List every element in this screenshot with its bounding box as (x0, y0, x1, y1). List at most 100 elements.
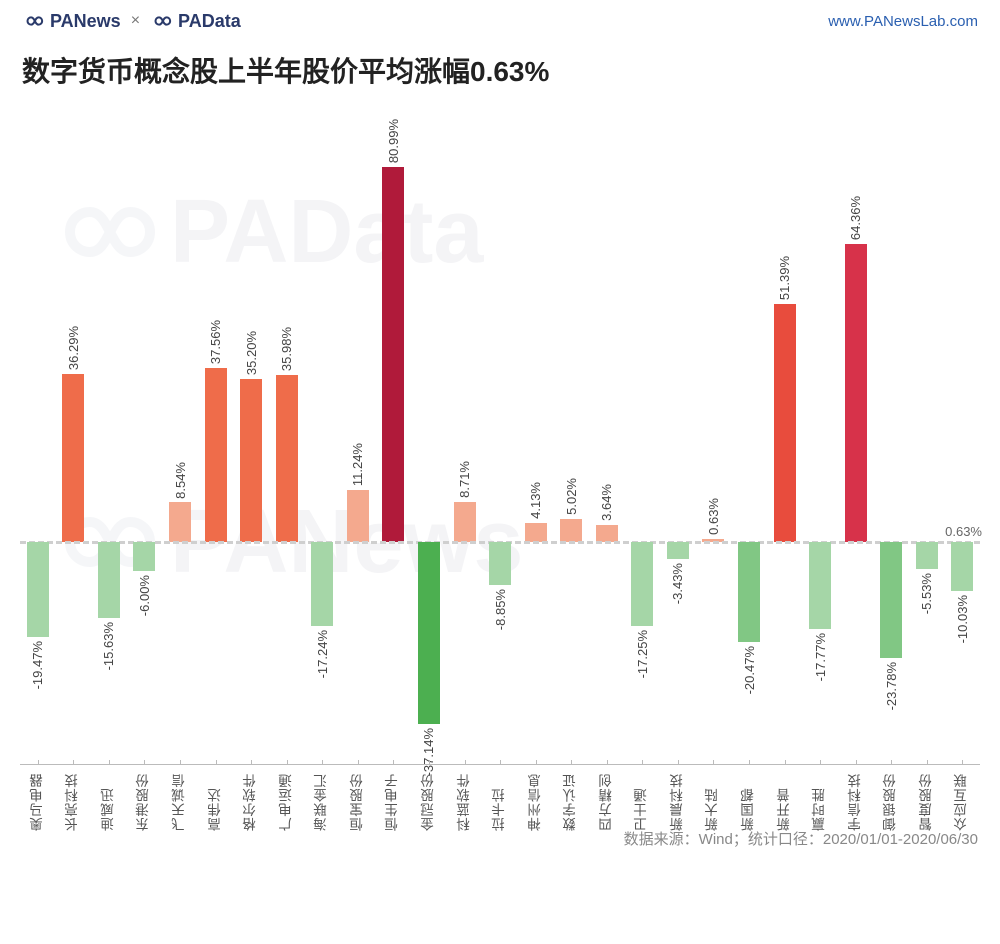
axis-label: 宇信科技 (846, 773, 866, 831)
axis-label: 海联金汇 (312, 773, 332, 831)
axis-label: 四方精创 (597, 773, 617, 831)
bars-negative-region: -19.47%-15.63%-6.00%-17.24%-37.14%-8.85%… (20, 542, 980, 762)
axis-column: 广电运通 (269, 765, 305, 831)
bar-column: 36.29% (56, 374, 92, 542)
bar-column: -23.78% (874, 542, 910, 658)
axis-tick (607, 760, 608, 765)
bar-value-label: 51.39% (777, 256, 792, 300)
bar (631, 542, 653, 626)
axis-column: 海联金汇 (305, 765, 341, 831)
brand-panews-text: PANews (50, 11, 121, 32)
bar-column: 51.39% (767, 304, 803, 542)
bar-value-label: 36.29% (66, 326, 81, 370)
bar (133, 542, 155, 571)
axis-tick (856, 760, 857, 765)
bar (667, 542, 689, 559)
bar-value-label: 80.99% (386, 119, 401, 163)
chart-area: PAData PANews 36.29%8.54%37.56%35.20%35.… (20, 102, 980, 822)
bar-value-label: -17.25% (635, 630, 650, 678)
axis-column: 数字认证 (553, 765, 589, 831)
axis-label: 广电运通 (277, 773, 297, 831)
axis-tick (820, 760, 821, 765)
axis-tick (393, 760, 394, 765)
bar-column: -17.77% (802, 542, 838, 629)
axis-column: 金冠股份 (411, 765, 447, 831)
axis-tick (500, 760, 501, 765)
bar-column: 35.98% (269, 375, 305, 542)
axis-label: 迪威迅 (99, 773, 119, 831)
axis-column: 恒宝股份 (340, 765, 376, 831)
axis-column: 智度股份 (909, 765, 945, 831)
axis-tick (678, 760, 679, 765)
bar-value-label: -17.77% (813, 633, 828, 681)
header: PANews × PAData www.PANewsLab.com (0, 0, 1000, 38)
bar-column: -19.47% (20, 542, 56, 637)
axis-column: 卫士通 (625, 765, 661, 831)
bar-column: 64.36% (838, 244, 874, 542)
bar-value-label: 5.02% (564, 478, 579, 515)
bar-value-label: -3.43% (670, 563, 685, 604)
bar-column: -17.24% (305, 542, 341, 626)
bar (951, 542, 973, 591)
axis-label: 长亮科技 (63, 773, 83, 831)
axis-tick (785, 760, 786, 765)
bar-column: 11.24% (340, 490, 376, 542)
axis-label: 智度股份 (917, 773, 937, 831)
bar-column: 8.54% (162, 502, 198, 542)
axis-column: 新国都 (731, 765, 767, 831)
bar-value-label: 35.20% (244, 331, 259, 375)
axis-label: 恒生电子 (383, 773, 403, 831)
axis-label: 东港股份 (134, 773, 154, 831)
brand-panews: PANews (22, 10, 121, 32)
x-axis: 奥马电器长亮科技迪威迅东港股份飞天诚信高伟达格尔软件广电运通海联金汇恒宝股份恒生… (20, 764, 980, 831)
bar (98, 542, 120, 618)
axis-column: 四方精创 (589, 765, 625, 831)
axis-tick (109, 760, 110, 765)
axis-column: 宇信科技 (838, 765, 874, 831)
bar-value-label: 35.98% (279, 327, 294, 371)
axis-label: 新晨科技 (668, 773, 688, 831)
axis-label: 众应互联 (952, 773, 972, 831)
bar (880, 542, 902, 658)
bar-column: -8.85% (482, 542, 518, 585)
brand-separator: × (131, 12, 140, 30)
axis-tick (571, 760, 572, 765)
bar (205, 368, 227, 542)
bar-value-label: 8.71% (457, 461, 472, 498)
bar (418, 542, 440, 724)
average-label: 0.63% (945, 524, 982, 539)
infinity-icon (22, 10, 44, 32)
axis-tick (927, 760, 928, 765)
bar-value-label: 11.24% (350, 443, 365, 486)
brand-padata-text: PAData (178, 11, 241, 32)
axis-tick (749, 760, 750, 765)
bar-value-label: 37.56% (208, 320, 223, 364)
bar (596, 525, 618, 542)
axis-tick (358, 760, 359, 765)
axis-label: 卫士通 (632, 773, 652, 831)
axis-label: 格尔软件 (241, 773, 261, 831)
bar-column: 8.71% (447, 502, 483, 542)
axis-tick (287, 760, 288, 765)
bar-column: 35.20% (233, 379, 269, 542)
bar-column: -17.25% (625, 542, 661, 626)
axis-tick (322, 760, 323, 765)
bar-column: -3.43% (660, 542, 696, 559)
bar-column: 3.64% (589, 525, 625, 542)
bar-value-label: -23.78% (884, 662, 899, 710)
bar (738, 542, 760, 642)
bar (347, 490, 369, 542)
axis-tick (73, 760, 74, 765)
axis-column: 新开普 (767, 765, 803, 831)
bar-value-label: -5.53% (919, 573, 934, 614)
bar-value-label: 4.13% (528, 482, 543, 519)
axis-label: 神州信息 (526, 773, 546, 831)
bar-column: 37.56% (198, 368, 234, 542)
bar (774, 304, 796, 542)
axis-tick (465, 760, 466, 765)
axis-label: 金冠股份 (419, 773, 439, 831)
axis-tick (251, 760, 252, 765)
axis-label: 高伟达 (206, 773, 226, 831)
axis-label: 奥马电器 (28, 773, 48, 831)
header-url: www.PANewsLab.com (828, 13, 978, 30)
